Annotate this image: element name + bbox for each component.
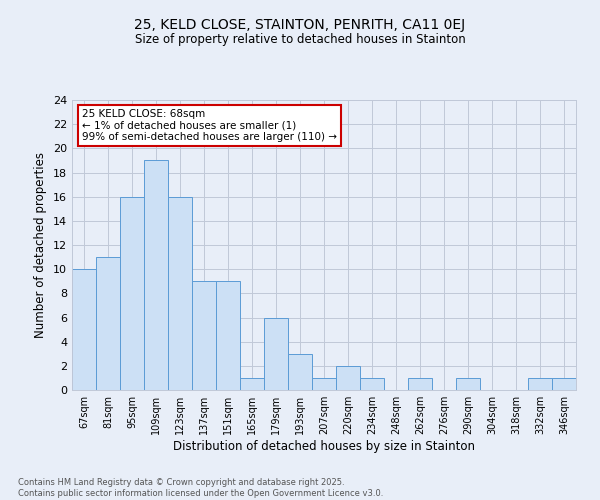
Bar <box>408 378 432 390</box>
Bar <box>72 269 96 390</box>
Text: 25 KELD CLOSE: 68sqm
← 1% of detached houses are smaller (1)
99% of semi-detache: 25 KELD CLOSE: 68sqm ← 1% of detached ho… <box>82 108 337 142</box>
Bar <box>288 354 312 390</box>
Bar <box>456 378 480 390</box>
Bar <box>312 378 336 390</box>
X-axis label: Distribution of detached houses by size in Stainton: Distribution of detached houses by size … <box>173 440 475 453</box>
Text: 25, KELD CLOSE, STAINTON, PENRITH, CA11 0EJ: 25, KELD CLOSE, STAINTON, PENRITH, CA11 … <box>134 18 466 32</box>
Text: Contains HM Land Registry data © Crown copyright and database right 2025.
Contai: Contains HM Land Registry data © Crown c… <box>18 478 383 498</box>
Bar <box>360 378 384 390</box>
Bar <box>192 281 216 390</box>
Bar <box>120 196 144 390</box>
Bar <box>144 160 168 390</box>
Bar <box>552 378 576 390</box>
Text: Size of property relative to detached houses in Stainton: Size of property relative to detached ho… <box>134 32 466 46</box>
Bar <box>96 257 120 390</box>
Y-axis label: Number of detached properties: Number of detached properties <box>34 152 47 338</box>
Bar <box>168 196 192 390</box>
Bar <box>240 378 264 390</box>
Bar <box>264 318 288 390</box>
Bar <box>216 281 240 390</box>
Bar <box>528 378 552 390</box>
Bar <box>336 366 360 390</box>
